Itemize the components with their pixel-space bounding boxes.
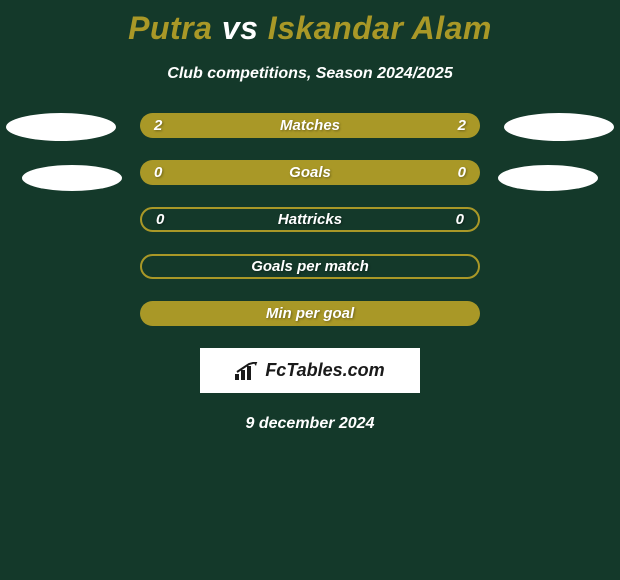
page-title: Putra vs Iskandar Alam	[0, 10, 620, 47]
stat-label: Hattricks	[278, 211, 342, 228]
title-vs: vs	[222, 10, 259, 46]
stat-row-goals: 0 Goals 0	[140, 160, 480, 185]
stat-bars: 2 Matches 2 0 Goals 0 0 Hattricks 0 Goal…	[140, 113, 480, 326]
footer-date: 9 december 2024	[0, 415, 620, 433]
stat-left-value: 2	[154, 117, 162, 134]
stat-row-min-per-goal: Min per goal	[140, 301, 480, 326]
stat-right-value: 0	[456, 211, 464, 228]
decorative-ellipse	[498, 165, 598, 191]
stat-left-value: 0	[156, 211, 164, 228]
decorative-ellipse	[504, 113, 614, 141]
title-player1: Putra	[128, 10, 212, 46]
chart-icon	[235, 362, 259, 380]
stat-label: Min per goal	[266, 305, 354, 322]
subtitle: Club competitions, Season 2024/2025	[0, 65, 620, 83]
stat-label: Matches	[280, 117, 340, 134]
decorative-ellipse	[22, 165, 122, 191]
decorative-ellipse	[6, 113, 116, 141]
stat-right-value: 0	[458, 164, 466, 181]
stat-row-goals-per-match: Goals per match	[140, 254, 480, 279]
stat-label: Goals	[289, 164, 331, 181]
stat-row-matches: 2 Matches 2	[140, 113, 480, 138]
branding-badge: FcTables.com	[200, 348, 420, 393]
branding-text: FcTables.com	[265, 360, 384, 381]
stat-left-value: 0	[154, 164, 162, 181]
title-player2: Iskandar Alam	[268, 10, 492, 46]
stat-area: 2 Matches 2 0 Goals 0 0 Hattricks 0 Goal…	[0, 113, 620, 326]
stat-right-value: 2	[458, 117, 466, 134]
comparison-card: Putra vs Iskandar Alam Club competitions…	[0, 0, 620, 433]
stat-row-hattricks: 0 Hattricks 0	[140, 207, 480, 232]
stat-label: Goals per match	[251, 258, 369, 275]
